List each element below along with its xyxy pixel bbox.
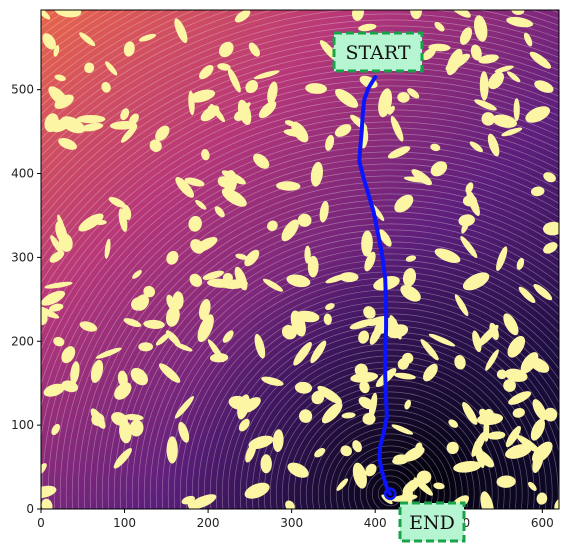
obstacle xyxy=(261,454,272,473)
obstacle xyxy=(167,436,178,463)
y-axis: 0 100 200 300 400 500 xyxy=(11,83,41,516)
x-tick-label: 0 xyxy=(37,516,45,530)
y-tick-label: 200 xyxy=(11,334,34,348)
x-tick-label: 200 xyxy=(197,516,220,530)
x-tick-label: 400 xyxy=(364,516,387,530)
y-tick-label: 500 xyxy=(11,83,34,97)
y-tick-label: 400 xyxy=(11,167,34,181)
y-tick-label: 300 xyxy=(11,250,34,264)
start-marker: START xyxy=(334,33,422,71)
obstacle xyxy=(77,115,106,123)
obstacle xyxy=(514,98,520,121)
end-marker: END xyxy=(400,503,464,541)
x-tick-label: 300 xyxy=(280,516,303,530)
end-marker-label: END xyxy=(409,512,455,534)
x-tick-label: 100 xyxy=(113,516,136,530)
x-tick-label: 600 xyxy=(531,516,554,530)
start-marker-label: START xyxy=(345,42,410,64)
x-axis: 0100200300400500600 xyxy=(37,509,554,530)
y-tick-label: 100 xyxy=(11,418,34,432)
y-tick-label: 0 xyxy=(26,502,34,516)
